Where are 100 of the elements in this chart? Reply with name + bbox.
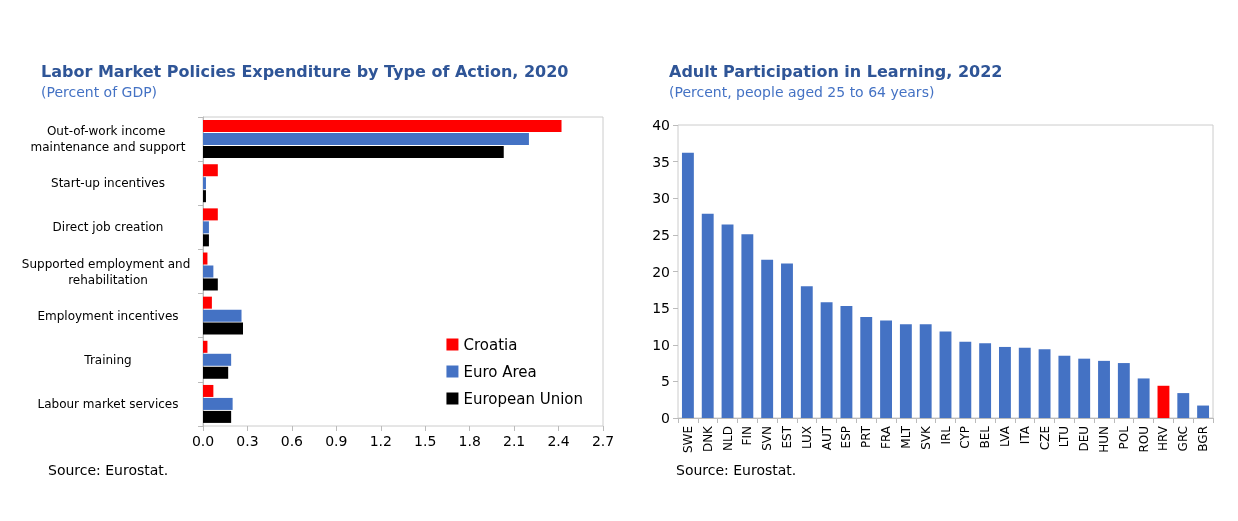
y-tick-label: 10 xyxy=(652,336,670,353)
x-tick-label: BEL xyxy=(978,425,993,449)
bar xyxy=(203,353,232,366)
bar xyxy=(203,278,218,291)
chart-title: Labor Market Policies Expenditure by Type of Action, 2020 xyxy=(41,61,569,81)
x-tick-label: DEU xyxy=(1077,426,1092,452)
chart-subtitle: (Percent of GDP) xyxy=(41,84,158,100)
bar xyxy=(203,208,218,221)
bar xyxy=(1177,393,1190,418)
bar xyxy=(1098,360,1110,418)
y-tick-label: Out-of-work income maintenance and support xyxy=(30,124,186,155)
bar xyxy=(1117,363,1130,418)
x-tick-label: 0.9 xyxy=(325,433,348,449)
legend-label: Croatia xyxy=(463,335,518,354)
x-tick-label: EST xyxy=(779,425,794,449)
y-tick-label: Labour market services xyxy=(37,396,179,411)
x-tick-label: CYP xyxy=(958,426,973,449)
bar xyxy=(1157,385,1170,418)
x-tick-label: LVA xyxy=(997,425,1012,448)
y-tick-label: 30 xyxy=(652,190,670,207)
legend-label: European Union xyxy=(463,389,584,408)
bar xyxy=(741,234,754,418)
x-tick-label: 1.2 xyxy=(369,433,392,449)
x-tick-label: ROU xyxy=(1136,426,1151,453)
x-tick-label: DNK xyxy=(700,424,715,453)
x-tick-label: ESP xyxy=(839,426,854,449)
bar xyxy=(203,309,242,322)
bar xyxy=(919,324,932,418)
bar xyxy=(203,265,214,278)
bar xyxy=(999,346,1011,418)
x-tick-label: 1.8 xyxy=(458,433,481,449)
bar xyxy=(203,234,209,247)
x-tick-label: LUX xyxy=(799,426,814,450)
chart-subtitle: (Percent, people aged 25 to 64 years) xyxy=(669,84,935,100)
bar xyxy=(203,190,206,203)
bar xyxy=(860,316,873,418)
bar xyxy=(203,322,243,335)
y-tick-label: Training xyxy=(83,352,132,367)
bar xyxy=(820,302,833,418)
bar xyxy=(1038,349,1051,418)
bar xyxy=(203,384,214,397)
bar xyxy=(1058,355,1071,418)
source-note: Source: Eurostat. xyxy=(48,462,169,478)
y-tick-label: Start-up incentives xyxy=(51,176,165,191)
x-tick-label: HUN xyxy=(1097,426,1112,453)
x-tick-label: CZE xyxy=(1037,426,1052,451)
x-tick-label: 2.4 xyxy=(547,433,570,449)
chart-title: Adult Participation in Learning, 2022 xyxy=(669,61,1003,81)
y-tick-label: Direct job creation xyxy=(52,220,164,235)
bar xyxy=(721,224,734,418)
x-tick-label: 0.3 xyxy=(236,433,259,449)
x-tick-label: FIN xyxy=(740,426,755,446)
y-tick-label: 25 xyxy=(652,226,670,243)
x-tick-label: ITA xyxy=(1017,425,1032,445)
x-tick-label: GRC xyxy=(1176,426,1191,452)
bar xyxy=(203,340,208,353)
bar xyxy=(203,252,208,265)
bar xyxy=(203,133,529,146)
bar xyxy=(959,341,972,418)
x-tick-label: NLD xyxy=(720,426,735,451)
bar xyxy=(800,286,813,418)
bar xyxy=(203,296,212,309)
bar xyxy=(781,263,793,418)
bar xyxy=(203,164,218,177)
bar xyxy=(840,305,853,418)
bar xyxy=(1078,358,1091,418)
bar xyxy=(899,324,912,418)
x-tick-label: 1.5 xyxy=(414,433,437,449)
bar xyxy=(203,120,562,133)
bar xyxy=(203,221,209,234)
bar xyxy=(681,152,694,418)
y-tick-label: 0 xyxy=(661,410,670,426)
x-tick-label: PRT xyxy=(859,425,874,449)
x-tick-label: SVK xyxy=(918,424,933,450)
bar xyxy=(203,397,233,410)
x-tick-label: BGR xyxy=(1196,426,1211,452)
x-tick-label: 2.7 xyxy=(591,433,615,449)
bar xyxy=(203,177,206,190)
x-tick-label: 2.1 xyxy=(502,433,526,449)
bar xyxy=(701,213,714,418)
x-tick-label: AUT xyxy=(819,425,834,451)
x-tick-label: FRA xyxy=(879,425,894,449)
x-tick-label: 0.0 xyxy=(191,433,215,449)
bar xyxy=(1137,378,1150,418)
x-tick-label: 0.6 xyxy=(280,433,304,449)
legend-label: Euro Area xyxy=(463,362,537,381)
x-tick-label: IRL xyxy=(938,425,953,445)
bar xyxy=(203,366,229,379)
bar xyxy=(203,146,504,159)
bar xyxy=(203,410,232,423)
x-tick-label: SWE xyxy=(680,426,695,454)
x-tick-label: MLT xyxy=(898,425,913,449)
x-tick-label: POL xyxy=(1116,425,1131,450)
bar xyxy=(880,320,892,418)
y-tick-label: 5 xyxy=(661,373,670,390)
y-tick-label: 35 xyxy=(652,153,670,170)
bar xyxy=(1018,347,1031,418)
bar xyxy=(939,331,952,418)
y-tick-label: 20 xyxy=(652,263,670,280)
x-tick-label: LTU xyxy=(1057,426,1072,448)
